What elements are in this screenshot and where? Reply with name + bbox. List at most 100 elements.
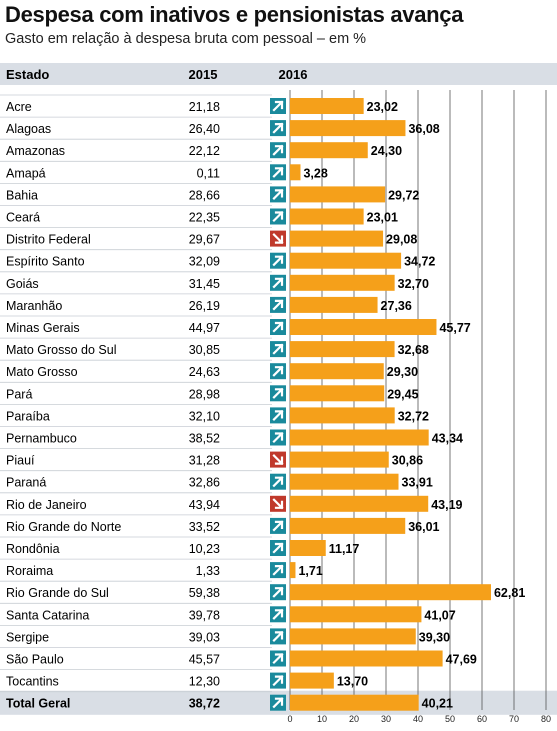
value-2016: 24,30 (371, 144, 402, 158)
bar (290, 98, 364, 114)
x-tick-label: 40 (413, 714, 423, 724)
value-2015: 38,52 (189, 432, 220, 446)
state-label: Rio Grande do Norte (6, 520, 121, 534)
value-2015: 32,10 (189, 409, 220, 423)
state-label: Amapá (6, 166, 46, 180)
state-label: Roraima (6, 564, 53, 578)
value-2016: 32,68 (398, 343, 429, 357)
value-2016: 3,28 (303, 166, 327, 180)
arrow-up-icon (272, 476, 284, 488)
value-2015: 59,38 (189, 586, 220, 600)
value-2015: 32,86 (189, 476, 220, 490)
value-2015: 24,63 (189, 365, 220, 379)
state-label: Maranhão (6, 299, 62, 313)
x-tick-label: 70 (509, 714, 519, 724)
state-label: Amazonas (6, 144, 65, 158)
state-label: Bahia (6, 188, 38, 202)
value-2016: 39,30 (419, 630, 450, 644)
state-label: Distrito Federal (6, 233, 91, 247)
bar (290, 363, 384, 380)
value-2016: 43,34 (432, 432, 463, 446)
value-2015: 31,45 (189, 277, 220, 291)
bar (290, 562, 296, 579)
value-2016: 62,81 (494, 586, 525, 600)
bar (290, 186, 386, 203)
value-2016: 11,17 (329, 542, 360, 556)
state-label: Minas Gerais (6, 321, 80, 335)
header-band (0, 63, 557, 85)
value-2016: 45,77 (439, 321, 470, 335)
arrow-up-icon (272, 255, 284, 267)
state-label: Pernambuco (6, 432, 77, 446)
bar (290, 429, 429, 446)
state-label: Sergipe (6, 630, 49, 644)
bar (290, 296, 378, 313)
state-label: Espírito Santo (6, 255, 85, 269)
bar (290, 584, 491, 601)
value-2015: 26,40 (189, 122, 220, 136)
state-label: Mato Grosso (6, 365, 78, 379)
value-2016: 29,72 (388, 188, 419, 202)
bar (290, 385, 385, 402)
value-2015: 0,11 (197, 166, 220, 180)
arrow-up-icon (272, 321, 284, 333)
x-tick-label: 50 (445, 714, 455, 724)
value-2015: 29,67 (189, 233, 220, 247)
value-2016: 29,30 (387, 365, 418, 379)
arrow-up-icon (272, 431, 284, 444)
column-header-2015: 2015 (189, 67, 218, 82)
arrow-down-icon (272, 498, 284, 510)
bar (290, 495, 429, 512)
bar (290, 341, 395, 358)
bar (290, 451, 389, 468)
state-label: Piauí (6, 454, 35, 468)
value-2015: 44,97 (189, 321, 220, 335)
arrow-up-icon (272, 343, 284, 355)
state-label: Rondônia (6, 542, 60, 556)
chart-title: Despesa com inativos e pensionistas avan… (5, 2, 464, 27)
bar (290, 473, 399, 490)
bar (290, 606, 422, 623)
value-2016: 36,01 (408, 520, 439, 534)
value-2016: 29,45 (387, 387, 418, 401)
bar (290, 164, 301, 181)
state-label: Tocantins (6, 675, 59, 689)
value-2015: 28,66 (189, 188, 220, 202)
total-value-2015: 38,72 (189, 697, 220, 711)
arrow-down-icon (272, 454, 284, 466)
total-bar (290, 694, 419, 711)
value-2015: 22,35 (189, 211, 220, 225)
state-label: Paraná (6, 476, 46, 490)
value-2015: 45,57 (189, 653, 220, 667)
value-2016: 13,70 (337, 675, 368, 689)
state-label: Paraíba (6, 409, 50, 423)
value-2015: 21,18 (189, 100, 220, 114)
bar (290, 120, 406, 137)
value-2016: 34,72 (404, 255, 435, 269)
bar (290, 672, 334, 689)
arrow-up-icon (272, 409, 284, 421)
bar (290, 407, 395, 424)
arrow-up-icon (272, 188, 284, 200)
value-2015: 22,12 (189, 144, 220, 158)
x-tick-label: 10 (317, 714, 327, 724)
value-2016: 41,07 (424, 608, 455, 622)
value-2016: 43,19 (431, 498, 462, 512)
arrow-down-icon (272, 233, 284, 245)
bar (290, 628, 416, 645)
value-2016: 27,36 (381, 299, 412, 313)
state-label: Mato Grosso do Sul (6, 343, 116, 357)
column-header-state: Estado (6, 67, 49, 82)
bar (290, 252, 402, 269)
x-tick-label: 30 (381, 714, 391, 724)
value-2015: 1,33 (196, 564, 220, 578)
state-label: Ceará (6, 211, 40, 225)
total-value-2016: 40,21 (422, 697, 453, 711)
value-2016: 47,69 (446, 653, 477, 667)
arrow-up-icon (272, 697, 284, 709)
arrow-up-icon (272, 608, 284, 620)
arrow-up-icon (272, 299, 284, 311)
bar (290, 274, 395, 291)
state-label: Rio de Janeiro (6, 498, 87, 512)
arrow-up-icon (272, 100, 284, 112)
